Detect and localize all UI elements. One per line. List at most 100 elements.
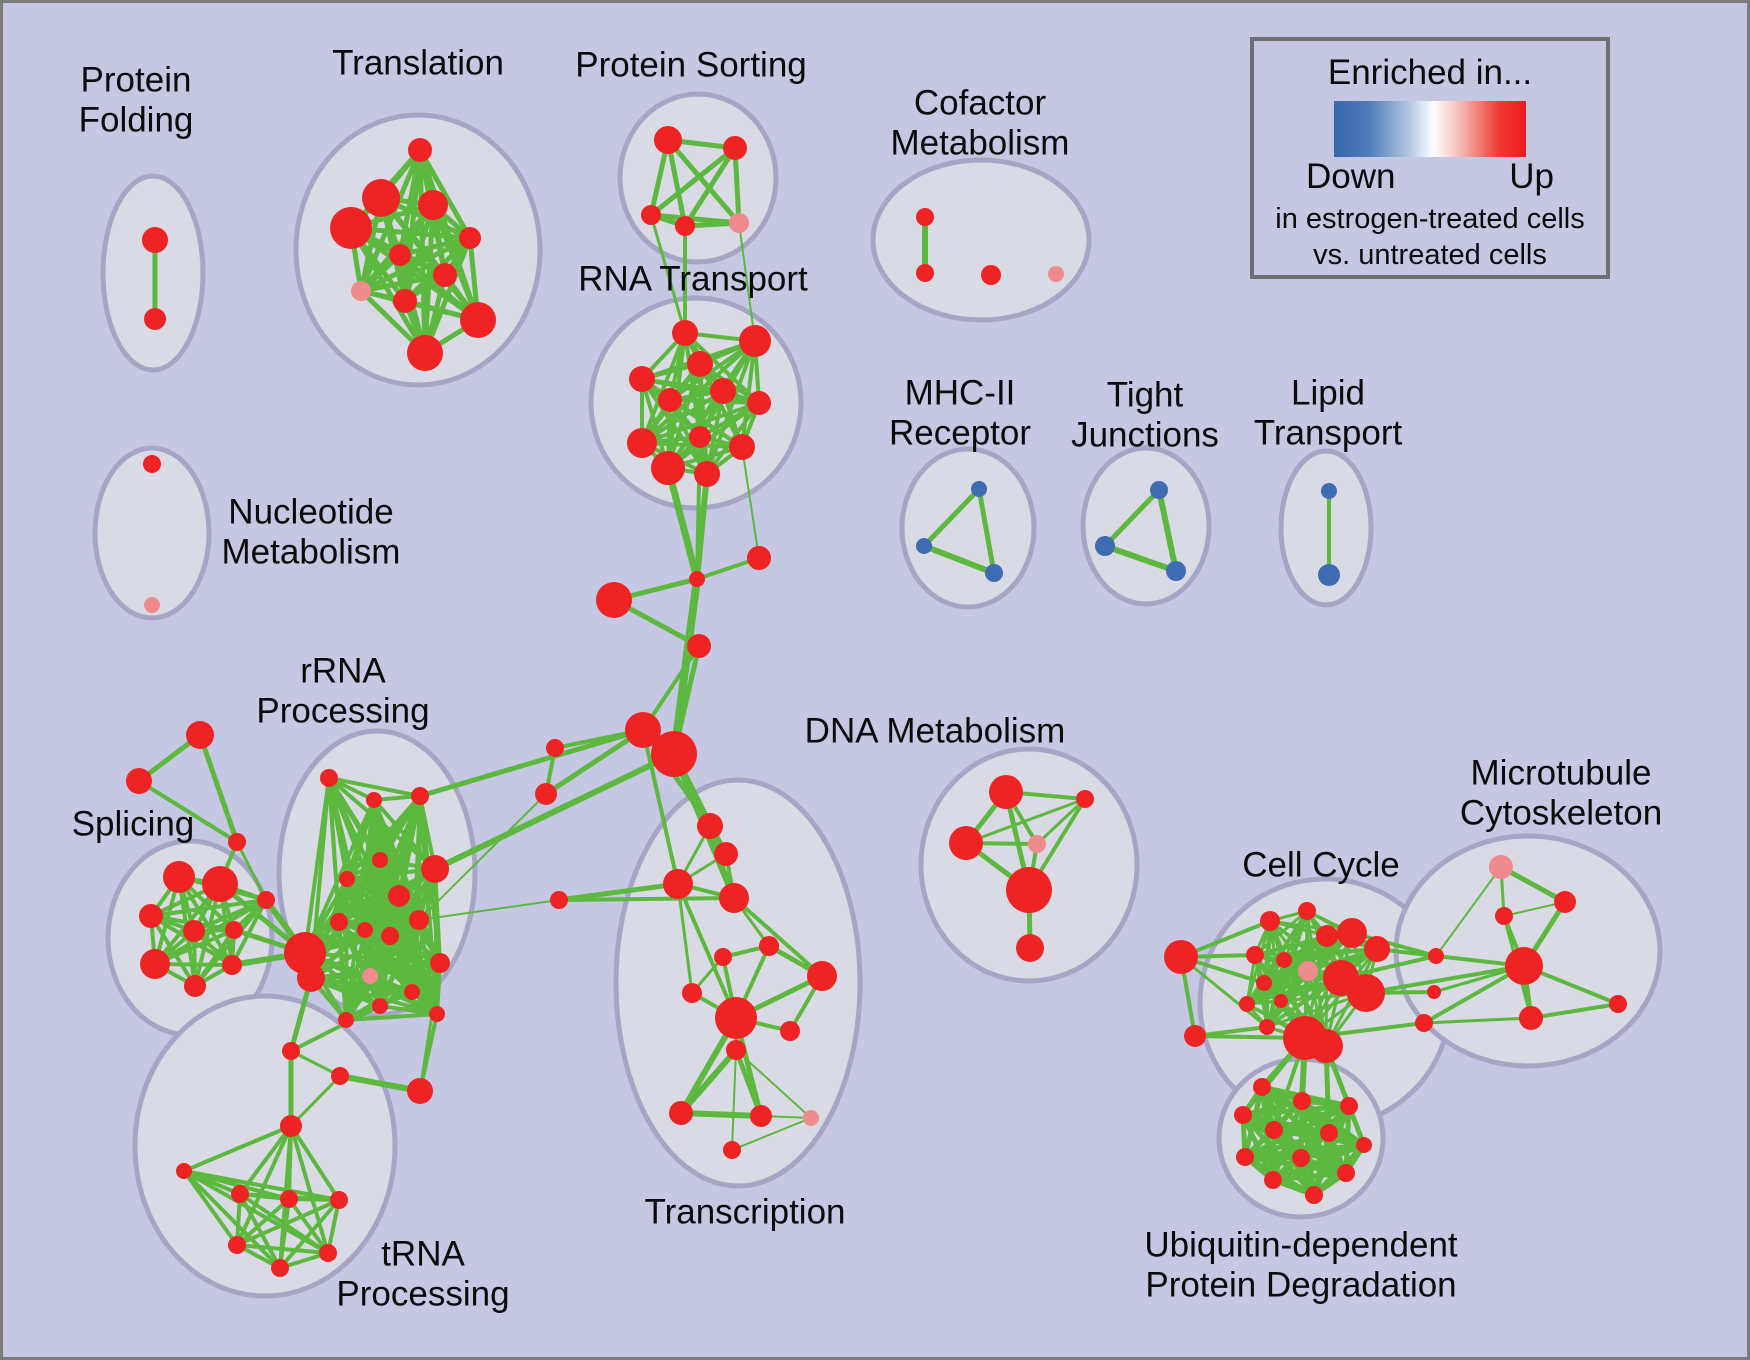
cluster-ellipse-nucleotide_metabolism	[92, 445, 212, 621]
cluster-label-microtubule_cytoskeleton: Microtubule	[1471, 754, 1652, 793]
node-translation-0	[408, 138, 432, 162]
cluster-label-nucleotide_metabolism: Metabolism	[222, 533, 401, 572]
node-protein_sorting-3	[675, 216, 695, 236]
legend-gradient-bar	[1334, 101, 1526, 157]
node-trna_processing-7	[271, 1259, 289, 1277]
node-c20	[1415, 1014, 1433, 1032]
node-dna_metabolism-5	[1016, 934, 1044, 962]
edge	[235, 840, 268, 902]
node-cell_cycle-7	[1298, 961, 1318, 981]
edge	[235, 1243, 330, 1255]
nodes	[126, 126, 1627, 1277]
node-rrna_processing-10	[409, 910, 429, 930]
node-transcription-7	[682, 983, 702, 1003]
cluster-label-protein_folding: Protein	[81, 61, 192, 100]
node-c1	[186, 721, 214, 749]
node-protein_sorting-4	[729, 213, 749, 233]
node-rrna_processing-2	[411, 787, 429, 805]
node-microtubule_cytoskeleton-3	[1505, 947, 1543, 985]
cluster-label-rrna_processing: rRNA	[300, 652, 386, 691]
cluster-label-trna_processing: Processing	[336, 1275, 509, 1314]
node-translation-8	[393, 289, 417, 313]
edge	[197, 732, 240, 845]
node-c12	[535, 783, 557, 805]
node-c11	[546, 739, 564, 757]
node-rrna_processing-9	[381, 927, 399, 945]
node-c10	[550, 891, 568, 909]
node-cofactor_metabolism-3	[1048, 266, 1064, 282]
edge	[137, 779, 239, 844]
node-splicing-2	[139, 904, 163, 928]
node-tight_junctions-2	[1166, 561, 1186, 581]
edge	[418, 899, 560, 921]
edge	[640, 441, 744, 449]
node-ubiquitin_degradation-10	[1264, 1171, 1282, 1189]
edge	[733, 1047, 764, 1119]
node-ubiquitin_degradation-1	[1293, 1092, 1311, 1110]
edge	[327, 776, 422, 798]
node-rrna_processing-18	[338, 1012, 354, 1028]
edge	[303, 951, 442, 965]
node-transcription-11	[669, 1101, 693, 1125]
cluster-label-protein_folding: Folding	[79, 101, 194, 140]
cluster-label-ubiquitin_degradation: Ubiquitin-dependent	[1144, 1226, 1458, 1265]
edge	[289, 1004, 382, 1053]
node-trna_processing-4	[330, 1191, 348, 1209]
edge	[344, 974, 372, 1022]
node-splicing-8	[222, 955, 242, 975]
node-rrna_processing-13	[362, 968, 378, 984]
node-splicing-6	[140, 949, 170, 979]
edge	[344, 1012, 439, 1022]
edge	[648, 145, 738, 218]
edge	[731, 1049, 737, 1151]
cluster-label-dna_metabolism: DNA Metabolism	[805, 712, 1066, 751]
node-transcription-2	[663, 869, 693, 899]
node-c13	[282, 1042, 300, 1060]
cluster-ellipse-lipid_transport	[1278, 448, 1374, 608]
node-microtubule_cytoskeleton-1	[1554, 891, 1576, 913]
node-microtubule_cytoskeleton-0	[1489, 855, 1513, 879]
edge	[1435, 866, 1502, 957]
node-tight_junctions-0	[1150, 481, 1168, 499]
node-rrna_processing-16	[372, 998, 388, 1014]
node-transcription-1	[714, 842, 738, 866]
edge	[289, 1124, 330, 1255]
edge	[345, 877, 421, 922]
edge	[1270, 1170, 1349, 1183]
edge	[640, 401, 761, 445]
node-rrna_processing-17	[429, 1006, 445, 1022]
node-translation-5	[389, 244, 411, 266]
cluster-label-mhc_ii_receptor: Receptor	[889, 414, 1031, 453]
edge	[417, 727, 646, 799]
node-splicing-0	[163, 861, 195, 893]
node-trna_processing-1	[176, 1163, 192, 1179]
node-cell_cycle-11	[1239, 996, 1255, 1012]
node-transcription-6	[807, 961, 837, 991]
node-dna_metabolism-3	[1028, 835, 1046, 853]
node-splicing-7	[184, 975, 206, 997]
edge	[344, 961, 442, 1022]
node-rna_transport-7	[689, 426, 711, 448]
cluster-label-tight_junctions: Junctions	[1071, 416, 1219, 455]
node-microtubule_cytoskeleton-5	[1609, 995, 1627, 1013]
node-c6	[747, 546, 771, 570]
edge	[640, 377, 761, 405]
edge	[153, 898, 268, 966]
node-rna_transport-9	[729, 434, 755, 460]
node-rrna_processing-11	[284, 932, 326, 974]
node-rrna_processing-7	[330, 913, 348, 931]
edge	[741, 446, 760, 559]
edge	[1245, 969, 1310, 1006]
edge	[1364, 964, 1526, 995]
cluster-ellipse-cofactor_metabolism	[870, 157, 1092, 323]
node-rna_transport-6	[747, 391, 771, 415]
node-c2	[126, 768, 152, 794]
node-ubiquitin_degradation-4	[1265, 1121, 1283, 1139]
node-rrna_processing-3	[372, 852, 388, 868]
edge	[676, 882, 738, 1020]
node-c19	[1427, 985, 1441, 999]
node-rrna_processing-15	[404, 984, 420, 1000]
node-trna_processing-2	[231, 1185, 249, 1203]
edge	[1035, 797, 1087, 846]
node-c5	[689, 571, 705, 587]
